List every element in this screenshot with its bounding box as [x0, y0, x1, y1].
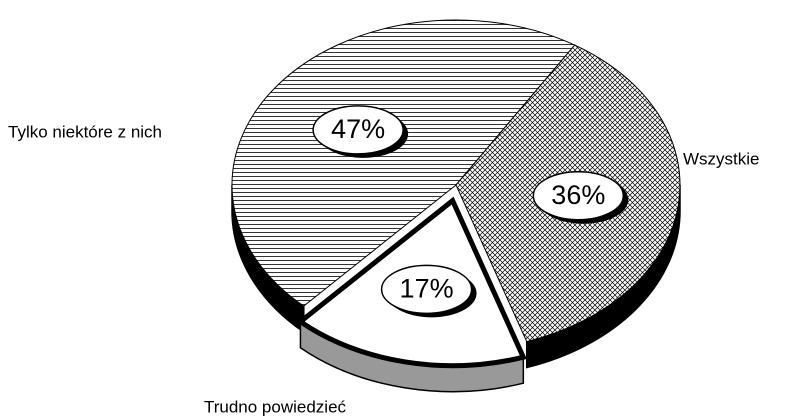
value-label: 47%: [331, 114, 385, 144]
value-label-bg: [532, 170, 625, 221]
category-label: Tylko niektóre z nich: [8, 122, 162, 141]
category-label: Wszystkie: [683, 149, 760, 168]
value-label-bg: [312, 105, 404, 155]
value-label: 17%: [400, 273, 454, 303]
category-label: Trudno powiedzieć: [204, 397, 347, 416]
value-label: 36%: [551, 180, 605, 210]
value-label-bg: [380, 264, 473, 315]
pie-slice: [231, 19, 576, 307]
